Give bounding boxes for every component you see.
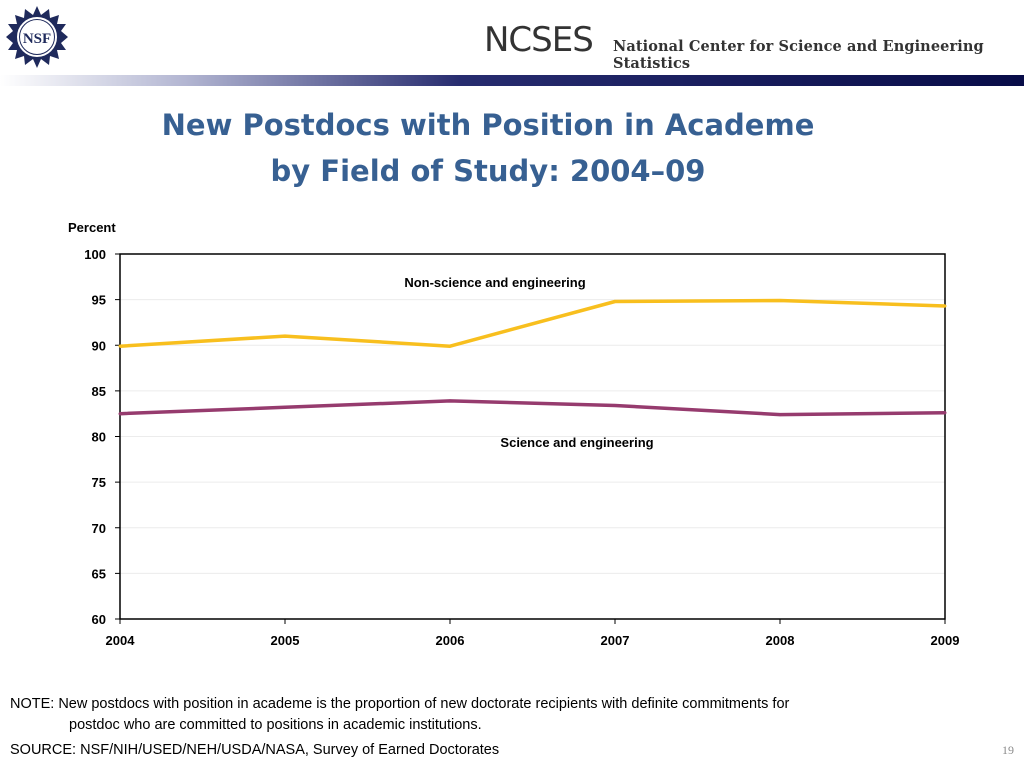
- series-line-1: [119, 399, 946, 417]
- organization-name: National Center for Science and Engineer…: [613, 38, 984, 72]
- y-tick-label: 95: [92, 293, 106, 308]
- x-tick-label: 2009: [931, 633, 960, 648]
- series-point-1: [118, 412, 122, 416]
- y-axis-label: Percent: [68, 220, 116, 235]
- series-point-0: [613, 299, 617, 303]
- series-point-0: [943, 304, 947, 308]
- line-chart: 60 65 70 75 80 85 90 95 100 2004 2005 2006 2007 2008 2…: [68, 220, 960, 648]
- x-tick-label: 2006: [436, 633, 465, 648]
- x-tick-label: 2007: [601, 633, 630, 648]
- y-tick-label: 70: [92, 521, 106, 536]
- series-point-0: [778, 299, 782, 303]
- y-tick-label: 60: [92, 612, 106, 627]
- series-point-1: [283, 405, 287, 409]
- series-point-1: [613, 403, 617, 407]
- series-point-1: [448, 399, 452, 403]
- series-point-0: [448, 344, 452, 348]
- note-line-2: postdoc who are committed to positions i…: [69, 717, 482, 733]
- slide-number: 19: [1002, 743, 1014, 757]
- slide-title: New Postdocs with Position in Academe by…: [100, 102, 876, 194]
- x-tick-label: 2005: [271, 633, 300, 648]
- y-tick-label: 65: [92, 566, 106, 581]
- y-tick-label: 80: [92, 430, 106, 445]
- note-line-1: NOTE: New postdocs with position in acad…: [10, 696, 790, 712]
- ncses-wordmark: NCSES: [484, 20, 594, 60]
- slide-title-line-2: by Field of Study: 2004–09: [270, 154, 706, 188]
- series-point-0: [118, 344, 122, 348]
- series-point-1: [943, 411, 947, 415]
- logo-text: NSF: [23, 31, 51, 47]
- slide-title-line-1: New Postdocs with Position in Academe: [161, 108, 815, 142]
- chart-source: SOURCE: NSF/NIH/USED/NEH/USDA/NASA, Surv…: [10, 742, 500, 758]
- nsf-logo: NSF: [6, 6, 68, 68]
- series-point-0: [283, 334, 287, 338]
- header-divider-bar: [0, 75, 1024, 86]
- series-label-0: Non-science and engineering: [404, 275, 585, 290]
- y-tick-label: 100: [84, 247, 106, 262]
- series-point-1: [778, 413, 782, 417]
- y-tick-label: 75: [92, 475, 106, 490]
- series-label-1: Science and engineering: [500, 435, 653, 450]
- chart-note: NOTE: New postdocs with position in acad…: [10, 694, 950, 736]
- y-tick-label: 90: [92, 338, 106, 353]
- series-line-0: [119, 298, 946, 348]
- y-tick-label: 85: [92, 384, 106, 399]
- x-tick-label: 2008: [766, 633, 795, 648]
- header: NSF NCSES National Center for Science an…: [0, 0, 1024, 86]
- x-tick-label: 2004: [106, 633, 136, 648]
